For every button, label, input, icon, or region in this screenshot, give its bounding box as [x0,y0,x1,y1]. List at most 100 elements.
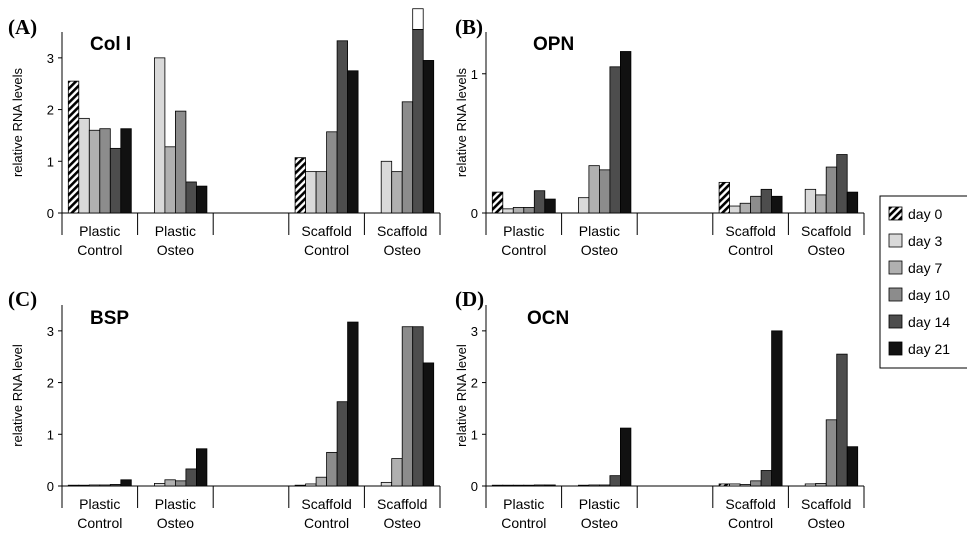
legend-swatch [888,260,903,275]
x-category-label: Osteo [581,242,619,258]
legend-label: day 21 [908,341,950,357]
bar [380,160,393,214]
x-category-label: Scaffold [801,223,851,239]
y-tick-label: 1 [471,67,478,82]
bar [771,330,783,487]
legend-label: day 14 [908,314,950,330]
x-category-label: Scaffold [801,496,851,512]
bar [739,484,751,487]
bar [846,191,859,214]
panel-a: (A) Col I relative RNA levels 0 1 2 3 Plastic Co… [8,8,441,258]
bar [533,484,546,487]
bar [544,198,556,214]
y-axis-label: relative RNA level [10,344,25,447]
bar [771,195,783,214]
panel-label: (B) [455,15,483,39]
bar [401,326,414,487]
bar [195,448,208,487]
bar [599,484,611,487]
x-category-label: Plastic [579,496,620,512]
bar [294,157,307,214]
y-tick-label: 1 [47,154,54,169]
x-category-label: Plastic [155,496,196,512]
bar [347,70,359,214]
y-tick-label: 0 [471,479,478,494]
bar [305,483,317,487]
bar [512,484,525,487]
bar [153,57,166,214]
y-tick-label: 2 [47,103,54,118]
bar [846,446,859,487]
bar [326,131,338,214]
bar [588,165,600,214]
y-tick-label: 2 [47,376,54,391]
bar [336,40,349,214]
bar [491,484,504,487]
bar [78,484,90,487]
bar [185,468,197,487]
bar [544,484,556,487]
legend-label: day 7 [908,260,942,276]
x-category-label: Osteo [384,515,422,531]
bar [294,484,307,487]
x-category-label: Osteo [157,515,195,531]
x-category-label: Scaffold [301,496,351,512]
bar [120,128,132,214]
x-category-label: Control [501,515,546,531]
bar [88,129,101,214]
legend-swatch [888,287,903,302]
y-tick-label: 1 [47,427,54,442]
bar [99,128,111,214]
x-category-label: Osteo [581,515,619,531]
bar [533,190,546,214]
bar [804,188,817,214]
x-category-label: Scaffold [725,496,775,512]
bar [750,195,762,214]
bar [718,181,730,214]
bar [195,185,208,214]
panel-title: Col I [90,34,131,55]
panel-d: (D) OCN relative RNA level 0 1 2 3 Plastic Contr… [454,287,865,531]
bar [347,321,359,487]
bar [88,484,101,487]
bar [523,484,535,487]
bar [120,479,132,487]
bar [67,80,80,214]
y-tick-label: 3 [471,324,478,339]
bar [305,171,317,214]
bar [315,476,328,487]
x-category-label: Control [77,242,122,258]
bar [825,166,838,214]
panel-c: (C) BSP relative RNA level 0 1 2 3 Plastic Contr… [8,287,441,531]
bar [422,60,435,214]
bar [502,208,514,214]
bar [380,481,393,487]
bar [578,197,590,214]
panel-b: (B) OPN relative RNA levels 0 1 Plastic Contro… [454,15,865,258]
legend-swatch [888,233,903,248]
bar [718,483,730,487]
x-category-label: Control [728,242,773,258]
x-category-label: Plastic [579,223,620,239]
bar [729,483,741,487]
bar [164,479,176,487]
bar [836,353,848,487]
panel-label: (D) [455,287,484,311]
panel-label: (A) [8,15,37,39]
panel-title: BSP [90,308,129,329]
y-tick-label: 0 [47,206,54,221]
bar [109,484,122,487]
x-category-label: Scaffold [301,223,351,239]
y-axis-label: relative RNA level [454,344,469,447]
bar [491,191,504,214]
x-category-label: Plastic [79,223,120,239]
bar-overflow [412,8,424,30]
bar [523,207,535,214]
bar [401,101,414,214]
bar [815,483,827,487]
bar [78,117,90,214]
x-category-label: Osteo [808,242,846,258]
bar [739,202,751,214]
bar [99,484,111,487]
